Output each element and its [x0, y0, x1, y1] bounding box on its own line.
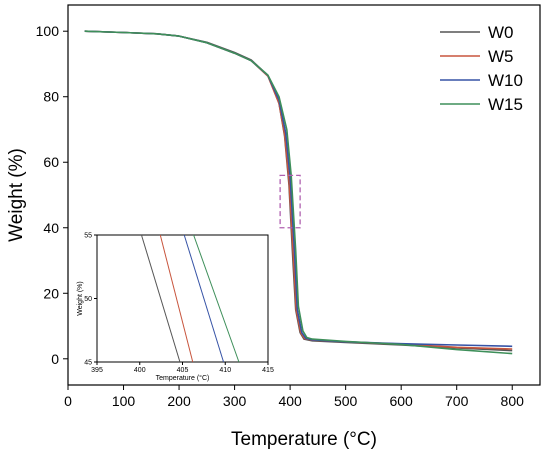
x-axis-title: Temperature (°C) [231, 429, 377, 450]
inset-y-tick-label: 50 [84, 296, 92, 303]
zoom-region-box [279, 174, 301, 229]
inset-x-tick-label: 400 [134, 367, 146, 374]
y-tick-label: 80 [43, 89, 59, 105]
inset-x-tick-label: 410 [219, 367, 231, 374]
inset-series-line-4 [193, 234, 240, 363]
inset-x-axis-title: Temperature (°C) [156, 374, 210, 382]
inset-y-tick-label: 45 [84, 360, 92, 367]
x-tick-label: 800 [501, 393, 525, 409]
inset-y-tick-label: 55 [84, 233, 92, 240]
inset-x-tick-label: 405 [177, 367, 189, 374]
x-tick-label: 200 [167, 393, 191, 409]
y-tick-label: 40 [43, 220, 59, 236]
x-tick-label: 0 [64, 393, 72, 409]
x-tick-label: 700 [445, 393, 469, 409]
inset-x-tick-label: 395 [91, 367, 103, 374]
x-tick-label: 500 [334, 393, 358, 409]
legend-label-w15: W15 [488, 95, 523, 114]
x-tick-label: 600 [389, 393, 413, 409]
legend-label-w0: W0 [488, 23, 514, 42]
legend-label-w10: W10 [488, 71, 523, 90]
inset-series-line-2 [159, 234, 194, 363]
y-tick-label: 60 [43, 154, 59, 170]
y-tick-label: 20 [43, 285, 59, 301]
legend-label-w5: W5 [488, 47, 514, 66]
y-tick-label: 0 [51, 351, 59, 367]
inset-x-tick-label: 415 [262, 367, 274, 374]
x-tick-label: 100 [112, 393, 136, 409]
inset-series-line-1 [140, 234, 181, 363]
series-line-w15 [84, 30, 513, 355]
plot-frame [67, 4, 541, 386]
y-tick-label: 100 [36, 23, 60, 39]
inset-series-line-3 [183, 234, 225, 363]
x-tick-label: 400 [278, 393, 302, 409]
inset-frame [96, 234, 269, 363]
x-tick-label: 300 [223, 393, 247, 409]
inset-y-axis-title: Weight (%) [77, 281, 84, 316]
y-axis-title: Weight (%) [6, 148, 27, 242]
